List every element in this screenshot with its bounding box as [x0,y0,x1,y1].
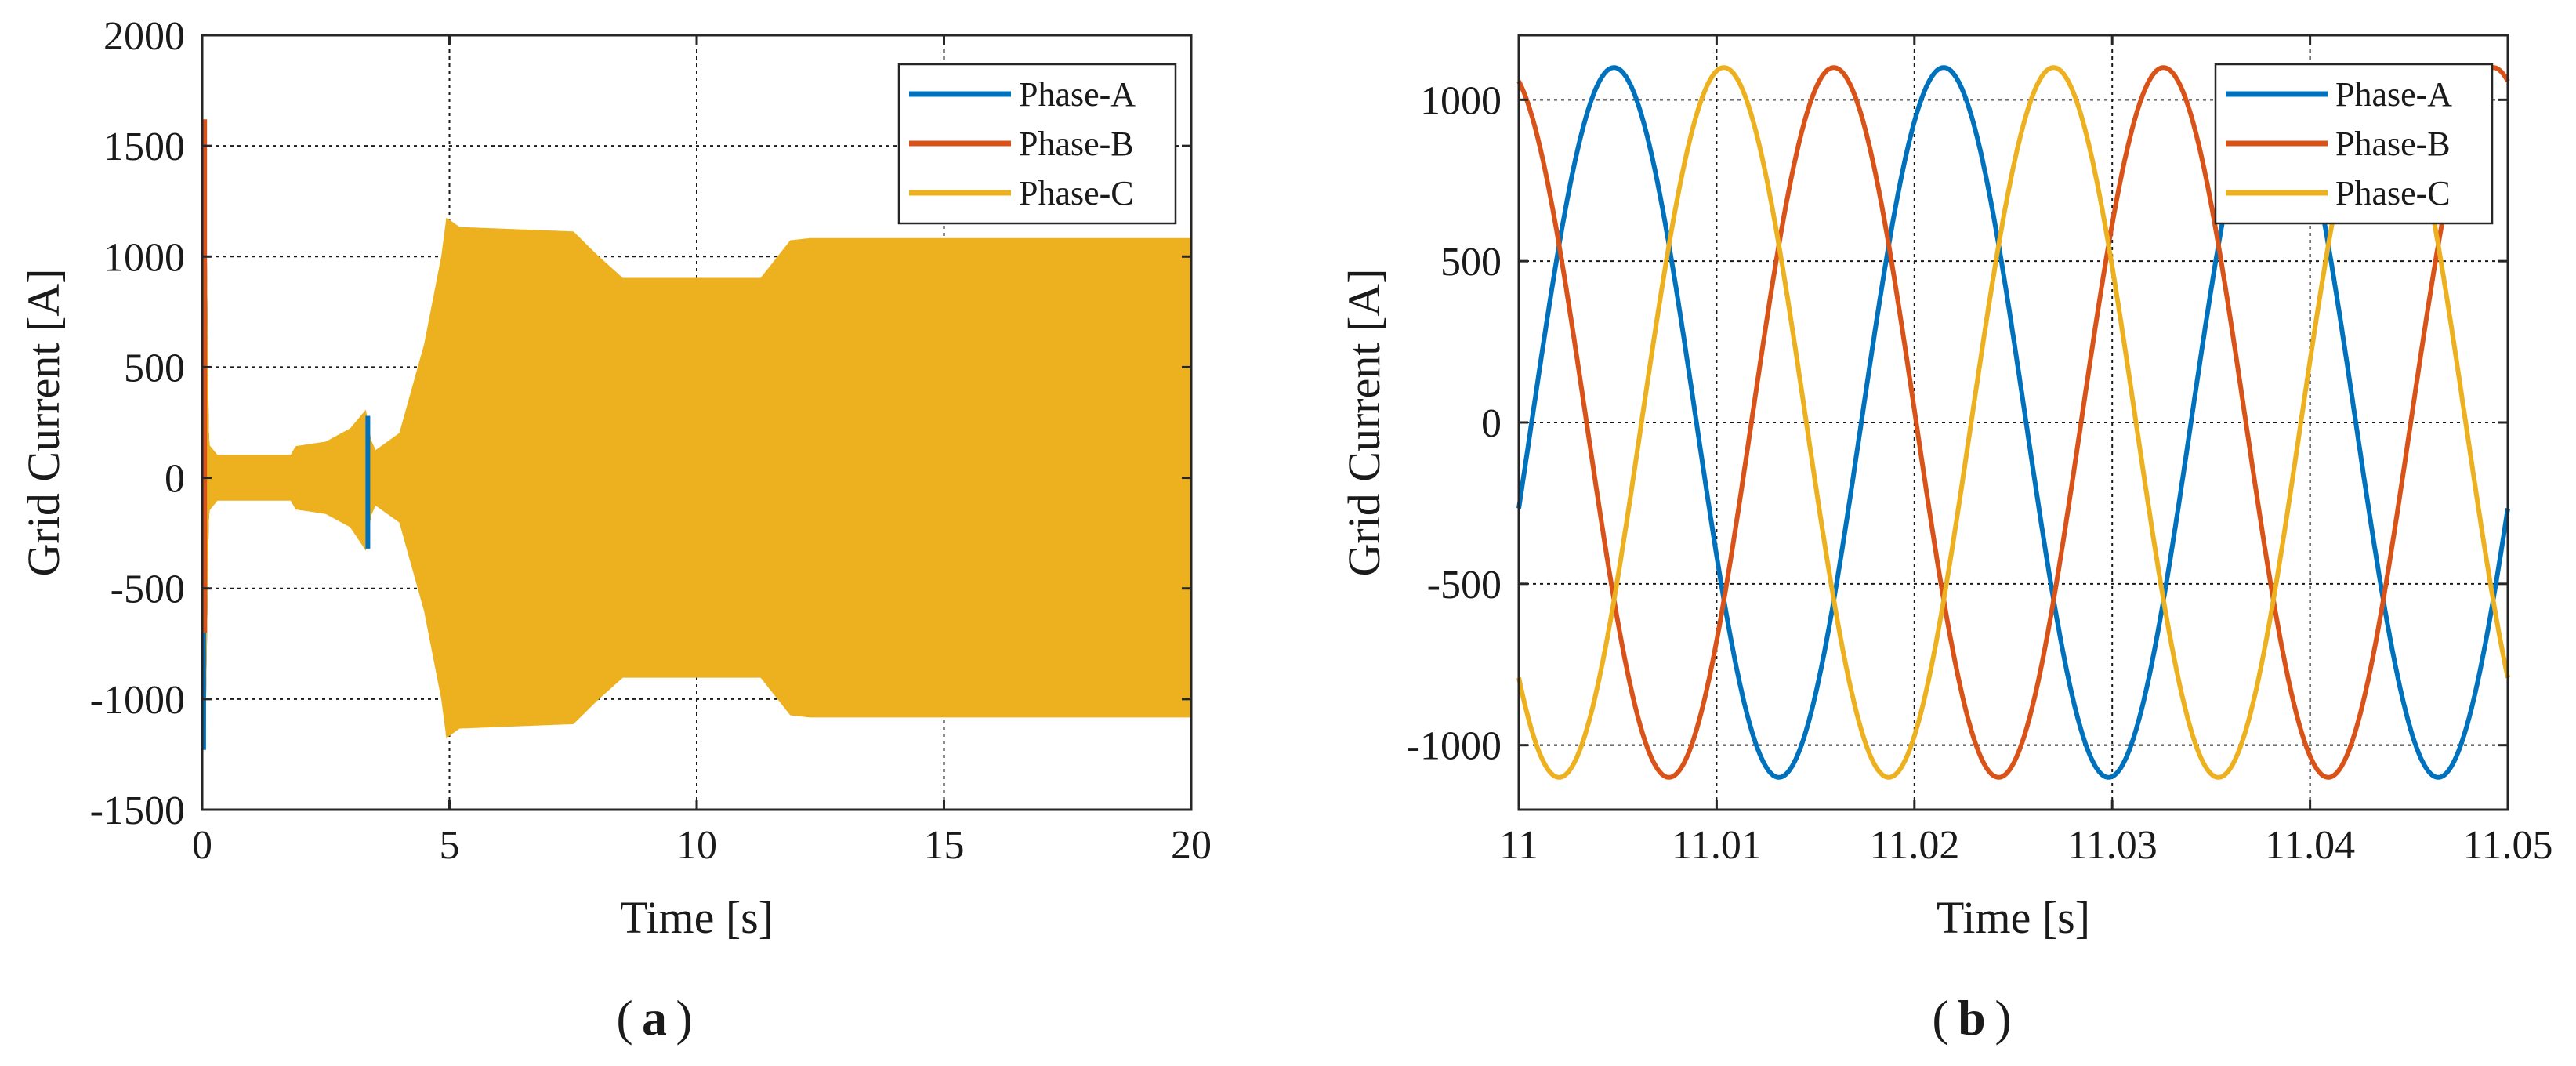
legend-label-b-0: Phase-A [2335,75,2452,114]
y-axis-label-b: Grid Current [A] [1339,268,1389,576]
caption-letter-a: a [642,990,667,1046]
a-ytick-label-3: 0 [165,457,185,502]
a-xtick-label-4: 20 [1171,823,1212,868]
legend-entry-b-2: Phase-C [2226,174,2451,212]
caption-b: ( b ) [1932,990,2011,1046]
legend-label-b-1: Phase-B [2335,125,2451,163]
legend-b: Phase-A Phase-B Phase-C [2214,63,2494,225]
legend-entry-a-1: Phase-B [909,125,1134,163]
b-ytick-label-0: -1000 [1407,724,1502,769]
a-ytick-label-1: -1000 [90,678,185,723]
a-xtick-label-0: 0 [192,823,212,868]
legend-label-a-1: Phase-B [1019,125,1134,163]
b-ytick-label-2: 0 [1481,401,1502,446]
a-ytick-label-5: 1000 [103,235,185,280]
series-line-phase-b [1516,65,2510,780]
x-axis-label-b: Time [s] [1937,892,2090,943]
legend-label-a-0: Phase-A [1019,75,1136,114]
ticks-b: 11 11.01 11.02 11.03 11.04 11.05 -1000 -500 0 500… [1407,35,2553,868]
svg-text:(: ( [1932,990,1948,1046]
chart-panel-b: 11 11.01 11.02 11.03 11.04 11.05 -1000 -500 0 500… [1339,34,2553,1046]
b-xtick-label-3: 11.03 [2067,823,2158,868]
svg-text:(: ( [616,990,632,1046]
ticks-a: 0 5 10 15 20 -1500 -1000 -500 0 500 1000 1500 2000 [90,14,1212,868]
svg-text:): ) [1994,990,2011,1046]
legend-entry-b-1: Phase-B [2226,125,2451,163]
caption-letter-b: b [1958,990,1986,1046]
x-axis-label-a: Time [s] [620,892,774,943]
b-xtick-label-4: 11.04 [2265,823,2355,868]
b-xtick-label-0: 11 [1499,823,1538,868]
a-ytick-label-0: -1500 [90,789,185,833]
chart-panel-a: 0 5 10 15 20 -1500 -1000 -500 0 500 1000 1500 2000 T… [18,14,1212,1046]
a-ytick-label-2: -500 [111,567,185,612]
b-ytick-label-3: 500 [1440,240,1502,285]
a-xtick-label-3: 15 [924,823,965,868]
b-xtick-label-1: 11.01 [1672,823,1762,868]
a-xtick-label-1: 5 [440,823,460,868]
legend-entry-a-0: Phase-A [909,75,1136,114]
legend-a: Phase-A Phase-B Phase-C [897,63,1177,225]
legend-label-b-2: Phase-C [2335,174,2451,212]
legend-label-a-2: Phase-C [1019,174,1134,212]
series-line-phase-a [1516,65,2510,780]
b-ytick-label-4: 1000 [1420,78,1502,123]
legend-entry-a-2: Phase-C [909,174,1134,212]
caption-a: ( a ) [616,990,692,1046]
legend-entry-b-0: Phase-A [2226,75,2452,114]
b-xtick-label-5: 11.05 [2462,823,2552,868]
a-ytick-label-7: 2000 [103,14,185,59]
a-ytick-label-6: 1500 [103,125,185,169]
plot-data-a [201,119,1192,750]
a-ytick-label-4: 500 [124,346,185,390]
y-axis-label-a: Grid Current [A] [18,268,69,576]
svg-text:): ) [676,990,692,1046]
b-xtick-label-2: 11.02 [1869,823,1959,868]
a-xtick-label-2: 10 [676,823,717,868]
b-ytick-label-1: -500 [1427,563,1502,607]
